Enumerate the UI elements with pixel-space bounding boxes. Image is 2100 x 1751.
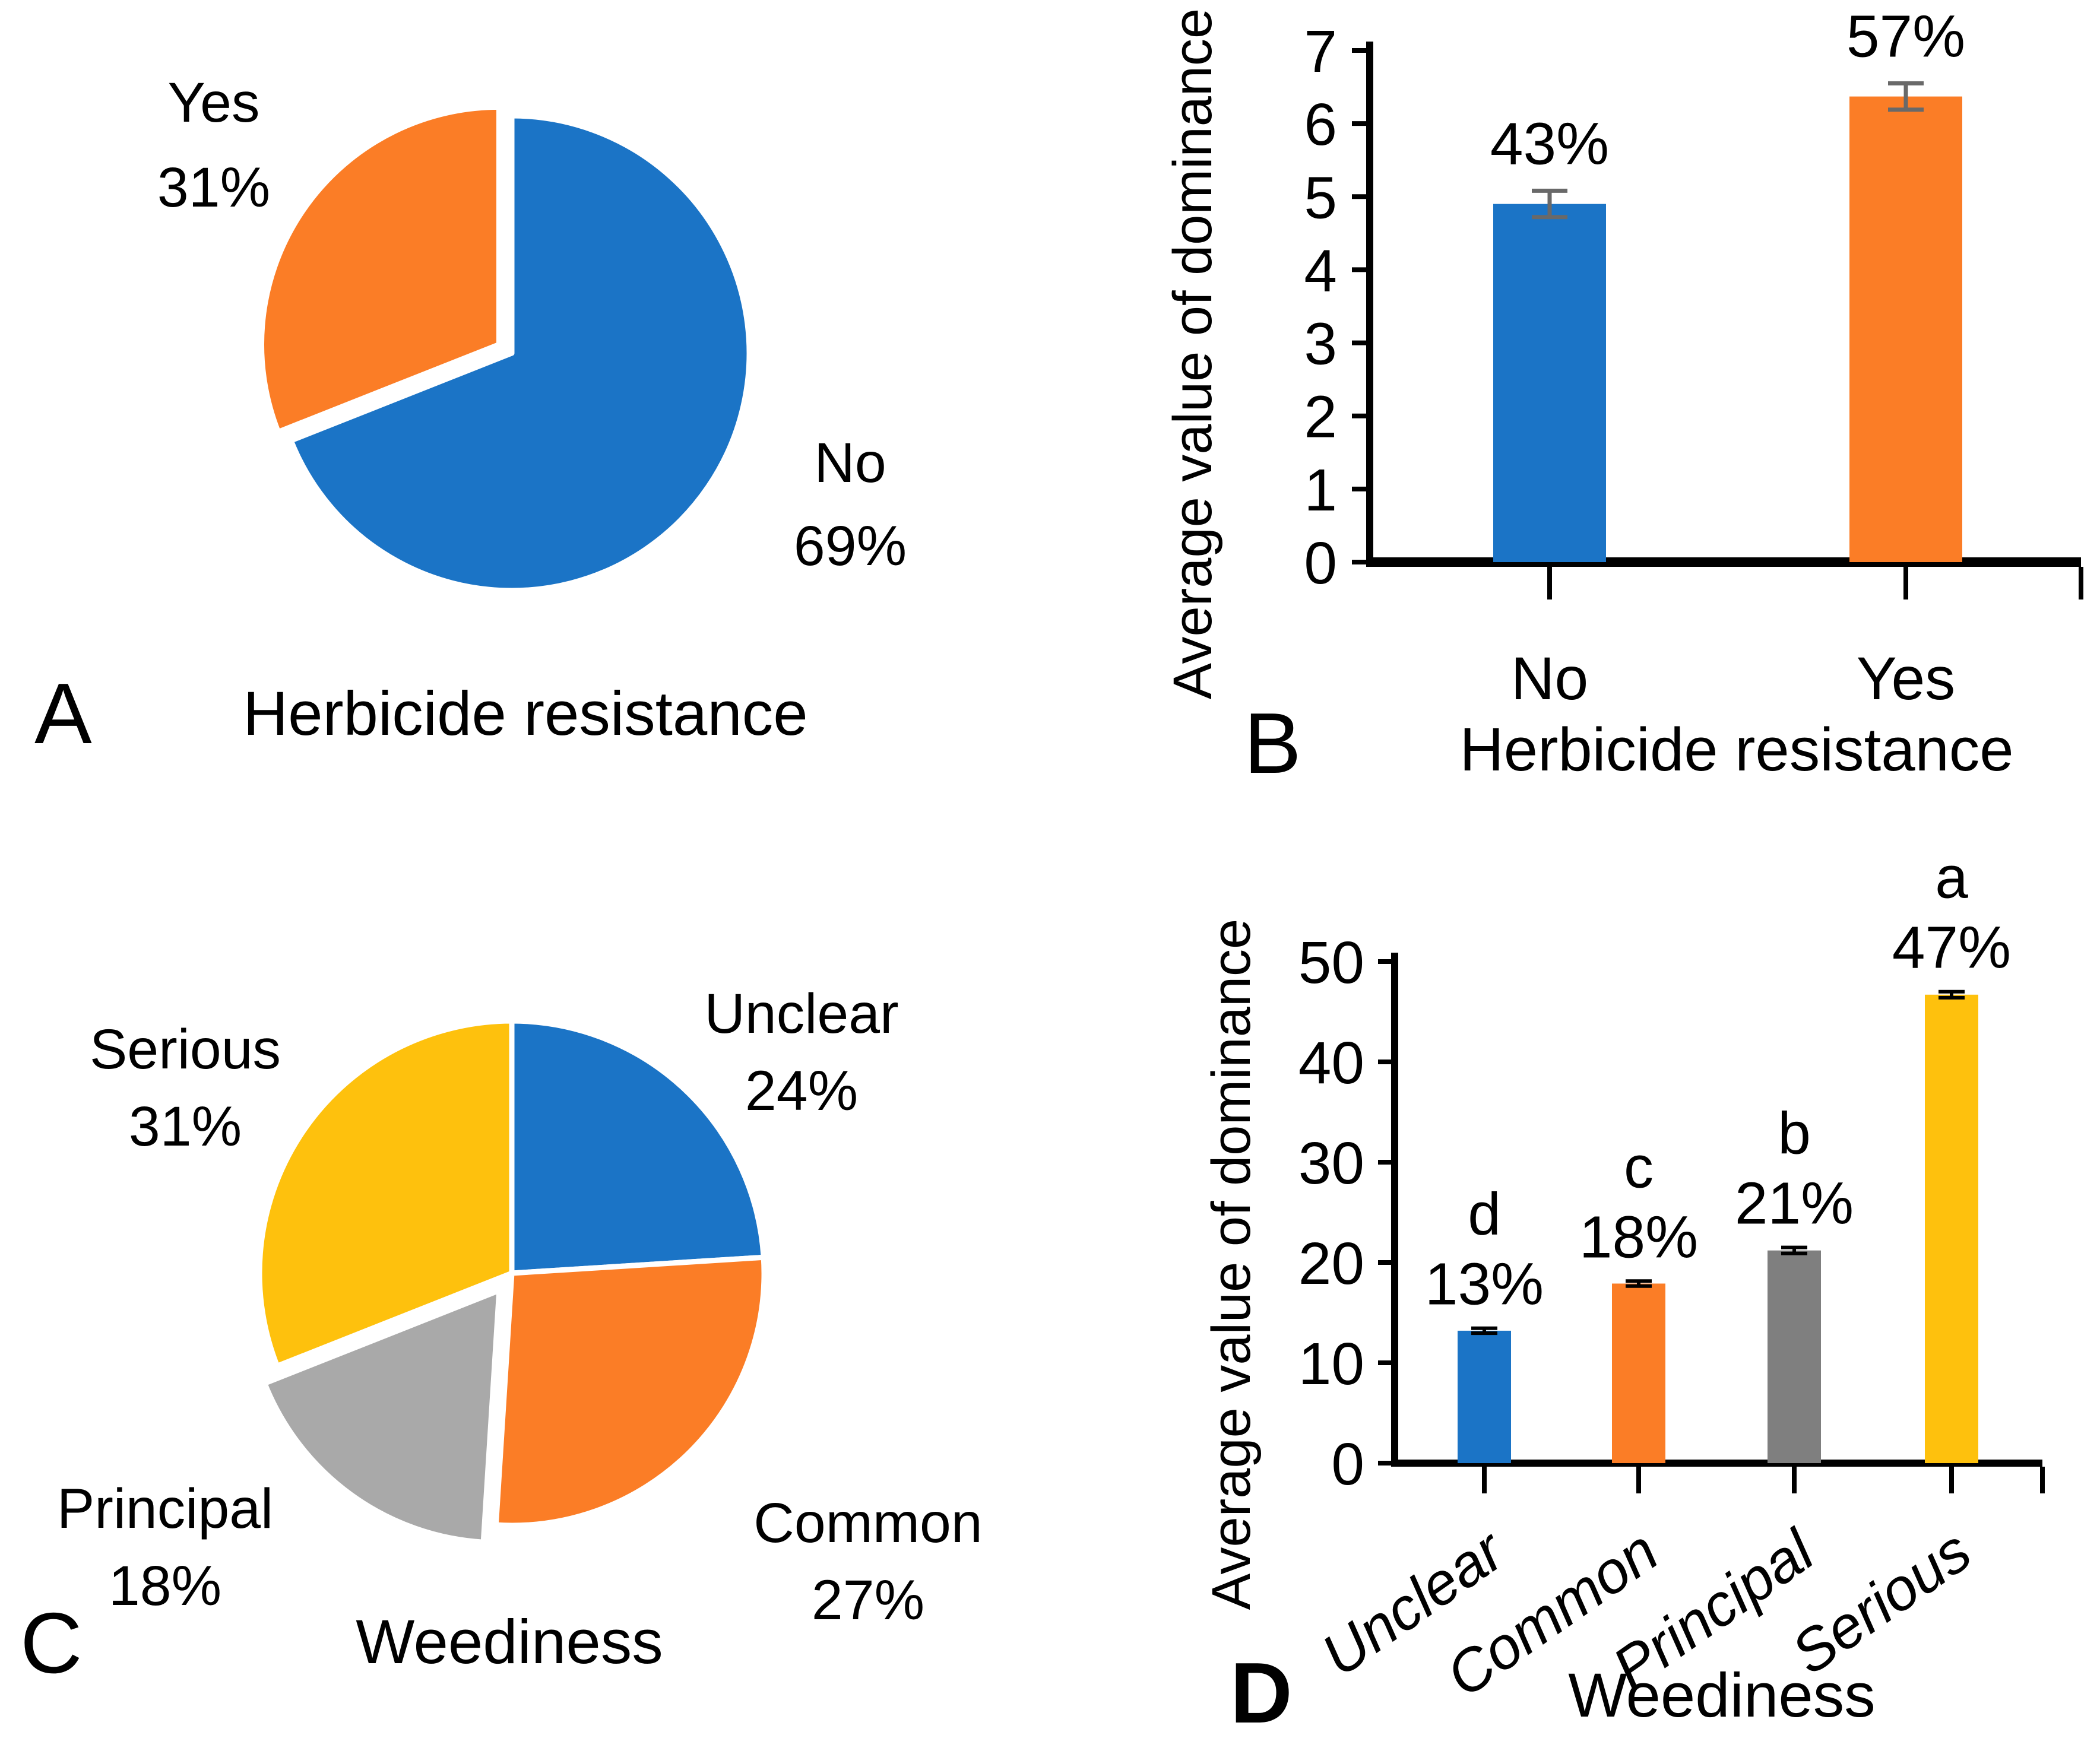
pie-slice-percent-yes: 31% bbox=[157, 156, 270, 219]
bar-percent-label: 47% bbox=[1892, 915, 2011, 981]
pie-slice-percent-common: 27% bbox=[812, 1569, 924, 1632]
bar-percent-label: 57% bbox=[1846, 3, 1965, 69]
panel-letter-c: C bbox=[20, 1595, 83, 1691]
bar-percent-label: 13% bbox=[1425, 1251, 1544, 1318]
bar-percent-label: 43% bbox=[1490, 110, 1609, 177]
y-axis-tick-label: 30 bbox=[1298, 1130, 1364, 1197]
bar-no bbox=[1493, 204, 1606, 563]
pie-slice-percent-serious: 31% bbox=[129, 1095, 242, 1158]
error-bar-common bbox=[1626, 1279, 1652, 1288]
bar-yes bbox=[1849, 96, 1962, 562]
panel-title-d: Weediness bbox=[1568, 1661, 1876, 1730]
pie-slice-principal bbox=[262, 1287, 502, 1545]
y-axis-tick-label: 6 bbox=[1304, 91, 1337, 158]
y-axis-tick-label: 50 bbox=[1298, 930, 1364, 996]
significance-letter: a bbox=[1935, 845, 1968, 911]
pie-slice-percent-no: 69% bbox=[794, 515, 907, 578]
y-axis-tick-label: 20 bbox=[1298, 1230, 1364, 1297]
panel-title-c: Weediness bbox=[356, 1607, 663, 1677]
panel-letter-a: A bbox=[34, 665, 92, 762]
bar-percent-label: 21% bbox=[1735, 1170, 1854, 1237]
significance-letter: b bbox=[1778, 1100, 1811, 1167]
error-bar-no bbox=[1532, 188, 1567, 220]
pie-slice-no bbox=[288, 113, 752, 594]
pie-slice-label-no: No bbox=[814, 432, 886, 494]
y-axis-tick-label: 2 bbox=[1304, 384, 1337, 451]
pie-slice-label-common: Common bbox=[753, 1492, 982, 1555]
y-axis-tick-label: 1 bbox=[1304, 457, 1337, 524]
pie-slice-yes bbox=[258, 104, 502, 435]
y-axis-tick-label: 10 bbox=[1298, 1331, 1364, 1397]
y-axis-title: Average value of dominance bbox=[1163, 8, 1223, 699]
panel-a: No 69% Yes 31% A Herbicide resistance bbox=[34, 71, 907, 762]
y-axis-tick-label: 4 bbox=[1304, 237, 1337, 304]
panel-title-a: Herbicide resistance bbox=[243, 679, 807, 748]
y-axis-tick-label: 5 bbox=[1304, 164, 1337, 231]
x-category-label-no: No bbox=[1511, 645, 1588, 712]
y-axis-tick-label: 0 bbox=[1304, 530, 1337, 597]
panel-title-b: Herbicide resistance bbox=[1459, 715, 2013, 783]
bar-common bbox=[1612, 1283, 1665, 1463]
panel-a-pie-chart: No 69% Yes 31% bbox=[157, 71, 907, 594]
bar-unclear bbox=[1458, 1330, 1511, 1463]
panel-letter-b: B bbox=[1244, 695, 1301, 791]
pie-slice-label-yes: Yes bbox=[168, 71, 260, 134]
significance-letter: c bbox=[1624, 1134, 1654, 1200]
y-axis-tick-label: 40 bbox=[1298, 1030, 1364, 1096]
bar-serious bbox=[1925, 994, 1978, 1463]
x-category-label-yes: Yes bbox=[1857, 645, 1955, 712]
bar-principal bbox=[1768, 1250, 1821, 1463]
pie-slice-percent-principal: 18% bbox=[109, 1555, 221, 1617]
panel-c-pie-chart: Unclear 24% Common 27% Principal 18% Serious 31… bbox=[57, 982, 983, 1632]
pie-slice-label-principal: Principal bbox=[57, 1477, 273, 1540]
pie-slice-common bbox=[493, 1254, 767, 1528]
y-axis-title: Average value of dominance bbox=[1201, 919, 1262, 1610]
pie-slice-percent-unclear: 24% bbox=[745, 1060, 858, 1122]
panel-c: Unclear 24% Common 27% Principal 18% Serious 31… bbox=[20, 982, 983, 1691]
error-bar-serious bbox=[1939, 989, 1965, 1000]
pie-slice-unclear bbox=[509, 1018, 766, 1276]
error-bar-principal bbox=[1781, 1245, 1807, 1255]
error-bar-yes bbox=[1888, 81, 1924, 112]
bar-percent-label: 18% bbox=[1579, 1204, 1698, 1270]
pie-slice-label-unclear: Unclear bbox=[704, 982, 898, 1045]
y-axis-tick-label: 0 bbox=[1331, 1431, 1364, 1498]
pie-slice-serious bbox=[256, 1018, 515, 1369]
pie-slice-label-serious: Serious bbox=[90, 1018, 281, 1081]
error-bar-unclear bbox=[1471, 1326, 1497, 1336]
significance-letter: d bbox=[1468, 1181, 1501, 1248]
y-axis-tick-label: 3 bbox=[1304, 311, 1337, 378]
y-axis-tick-label: 7 bbox=[1304, 18, 1337, 85]
panel-letter-d: D bbox=[1230, 1645, 1293, 1741]
